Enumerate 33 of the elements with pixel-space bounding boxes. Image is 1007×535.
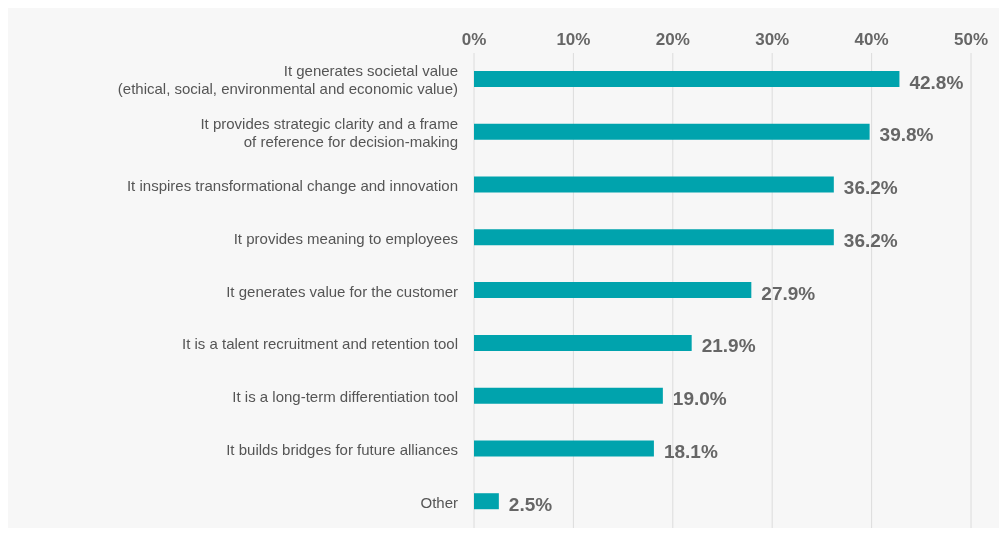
bar <box>474 229 834 246</box>
x-tick-label: 0% <box>461 30 487 49</box>
x-tick-label: 20% <box>655 30 690 49</box>
y-tick-label: Other <box>420 493 458 511</box>
bar <box>474 176 834 193</box>
bar <box>474 123 870 140</box>
bar <box>474 493 499 510</box>
data-label: 39.8% <box>879 124 934 146</box>
data-label: 36.2% <box>843 229 898 251</box>
data-label: 2.5% <box>508 493 553 515</box>
y-tick-label: It builds bridges for future alliances <box>226 440 458 458</box>
x-tick-label: 40% <box>854 30 889 49</box>
y-tick-label: It provides strategic clarity and a frame of reference for decision-making <box>200 114 458 150</box>
y-tick-label: It generates value for the customer <box>226 282 458 299</box>
data-label: 42.8% <box>909 71 964 93</box>
x-tick-label: 30% <box>755 30 790 49</box>
y-tick-label: It is a talent recruitment and retention tool <box>182 334 458 352</box>
bar <box>474 334 692 351</box>
y-tick-label: It is a long-term differentiation tool <box>232 387 458 405</box>
data-label: 36.2% <box>843 177 898 199</box>
bar <box>474 71 900 87</box>
data-label: 27.9% <box>761 282 816 304</box>
x-tick-label: 50% <box>953 30 989 49</box>
y-tick-label: It provides meaning to employees <box>233 229 458 247</box>
bar <box>474 440 654 457</box>
data-label: 19.0% <box>672 388 727 410</box>
x-tick-label: 10% <box>556 30 591 49</box>
data-label: 21.9% <box>701 335 756 357</box>
data-label: 18.1% <box>663 440 718 462</box>
y-tick-label: It generates societal value (ethical, social, environmental and economic value) <box>117 61 458 97</box>
y-tick-label: It inspires transformational change and innovation <box>126 176 458 194</box>
bar <box>474 282 752 299</box>
bar <box>474 387 663 404</box>
